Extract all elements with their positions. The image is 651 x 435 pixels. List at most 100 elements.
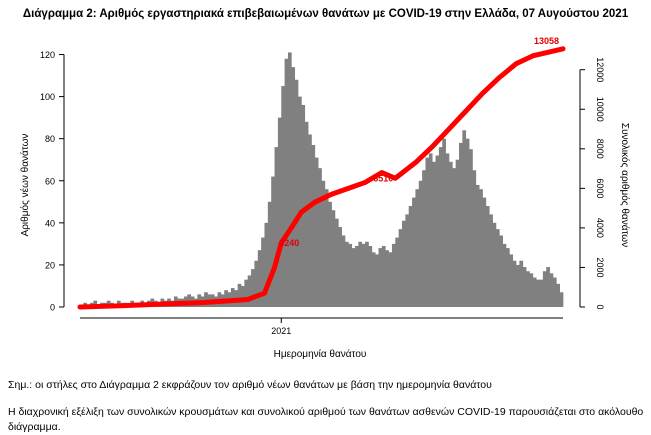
left-tick-label: 100 (40, 92, 55, 102)
bar (415, 189, 420, 307)
bar (418, 180, 423, 307)
line-annotation: 3240 (279, 238, 299, 248)
bar (445, 153, 450, 307)
bar (529, 273, 534, 307)
bar (385, 250, 389, 307)
left-tick-label: 60 (45, 176, 55, 186)
right-tick-label: 10000 (595, 97, 605, 122)
bar (301, 105, 306, 308)
bar (428, 153, 433, 307)
note-text: Σημ.: οι στήλες στο Διάγραμμα 2 εκφράζου… (8, 379, 492, 391)
bar (405, 214, 410, 307)
bar (422, 170, 426, 307)
bar (251, 269, 255, 307)
bar (539, 279, 544, 307)
left-tick-label: 120 (40, 50, 55, 60)
bar (559, 292, 564, 307)
right-tick-label: 0 (595, 304, 605, 309)
bar (469, 149, 473, 307)
bar (442, 138, 446, 307)
bar (388, 252, 393, 307)
bar (294, 79, 299, 307)
annotations-group: 13058 6510 3240 (279, 36, 559, 248)
bar (536, 279, 540, 307)
bar (465, 138, 470, 307)
bar (549, 273, 554, 307)
bar (244, 279, 249, 307)
bar (93, 300, 98, 307)
bar (502, 243, 507, 307)
right-tick-label: 2000 (595, 257, 605, 277)
left-axis: 0 20 40 60 80 100 120 (40, 50, 65, 313)
bar (338, 227, 342, 307)
bar (391, 243, 396, 307)
bar (459, 142, 463, 307)
bar (378, 248, 383, 307)
bar (237, 283, 242, 307)
bar (552, 277, 557, 307)
left-tick-label: 40 (45, 218, 55, 228)
bar (375, 254, 379, 307)
x-axis: 2021 (80, 317, 563, 336)
bar (284, 58, 289, 308)
bar (452, 168, 457, 307)
bar (314, 157, 319, 307)
bar (257, 250, 262, 307)
bar (274, 147, 279, 307)
bar (542, 271, 547, 307)
bars-group (80, 52, 564, 308)
bar (438, 147, 443, 307)
bar (509, 254, 514, 307)
bar (499, 235, 503, 307)
right-tick-label: 4000 (595, 218, 605, 238)
bar (328, 201, 332, 307)
bar (358, 241, 363, 307)
bar (448, 161, 453, 307)
bar (472, 170, 477, 307)
bar (324, 189, 329, 307)
bar (505, 248, 510, 307)
bar (432, 161, 436, 307)
left-tick-label: 20 (45, 260, 55, 270)
bar (204, 292, 208, 307)
bar (291, 67, 296, 307)
bar (435, 155, 440, 307)
right-axis: 0 2000 4000 6000 8000 10000 12000 (579, 57, 605, 310)
right-tick-label: 12000 (595, 57, 605, 82)
bar (341, 235, 346, 307)
bar (522, 267, 527, 307)
bar (264, 222, 269, 307)
bar (241, 285, 245, 307)
bar (368, 245, 373, 307)
bar (462, 130, 467, 307)
bar (479, 189, 483, 307)
y2-axis-label: Συνολικός αριθμός θανάτων (619, 123, 631, 247)
bar (331, 210, 336, 307)
bar (526, 271, 530, 307)
bar (495, 229, 500, 307)
bar (247, 275, 252, 307)
bar (489, 214, 493, 307)
bar (516, 264, 520, 307)
bar (412, 197, 416, 307)
bar (277, 117, 282, 307)
bar (281, 86, 285, 307)
bar (348, 243, 353, 307)
bar (395, 237, 399, 307)
bar (475, 184, 480, 307)
bar (355, 245, 359, 307)
bar (298, 96, 302, 307)
bar (311, 144, 316, 307)
x-axis-label: Ημερομηνία θανάτου (274, 348, 367, 360)
bar (371, 252, 376, 307)
bar (519, 260, 524, 307)
body-paragraph: Η διαχρονική εξέλιξη των συνολικών κρουσ… (8, 406, 644, 433)
bar (321, 180, 326, 307)
bar (365, 241, 369, 307)
bar (261, 237, 265, 307)
bar (308, 134, 312, 307)
bar (271, 176, 275, 307)
bar (455, 159, 460, 307)
line-annotation: 6510 (373, 173, 393, 183)
bar (485, 206, 490, 307)
